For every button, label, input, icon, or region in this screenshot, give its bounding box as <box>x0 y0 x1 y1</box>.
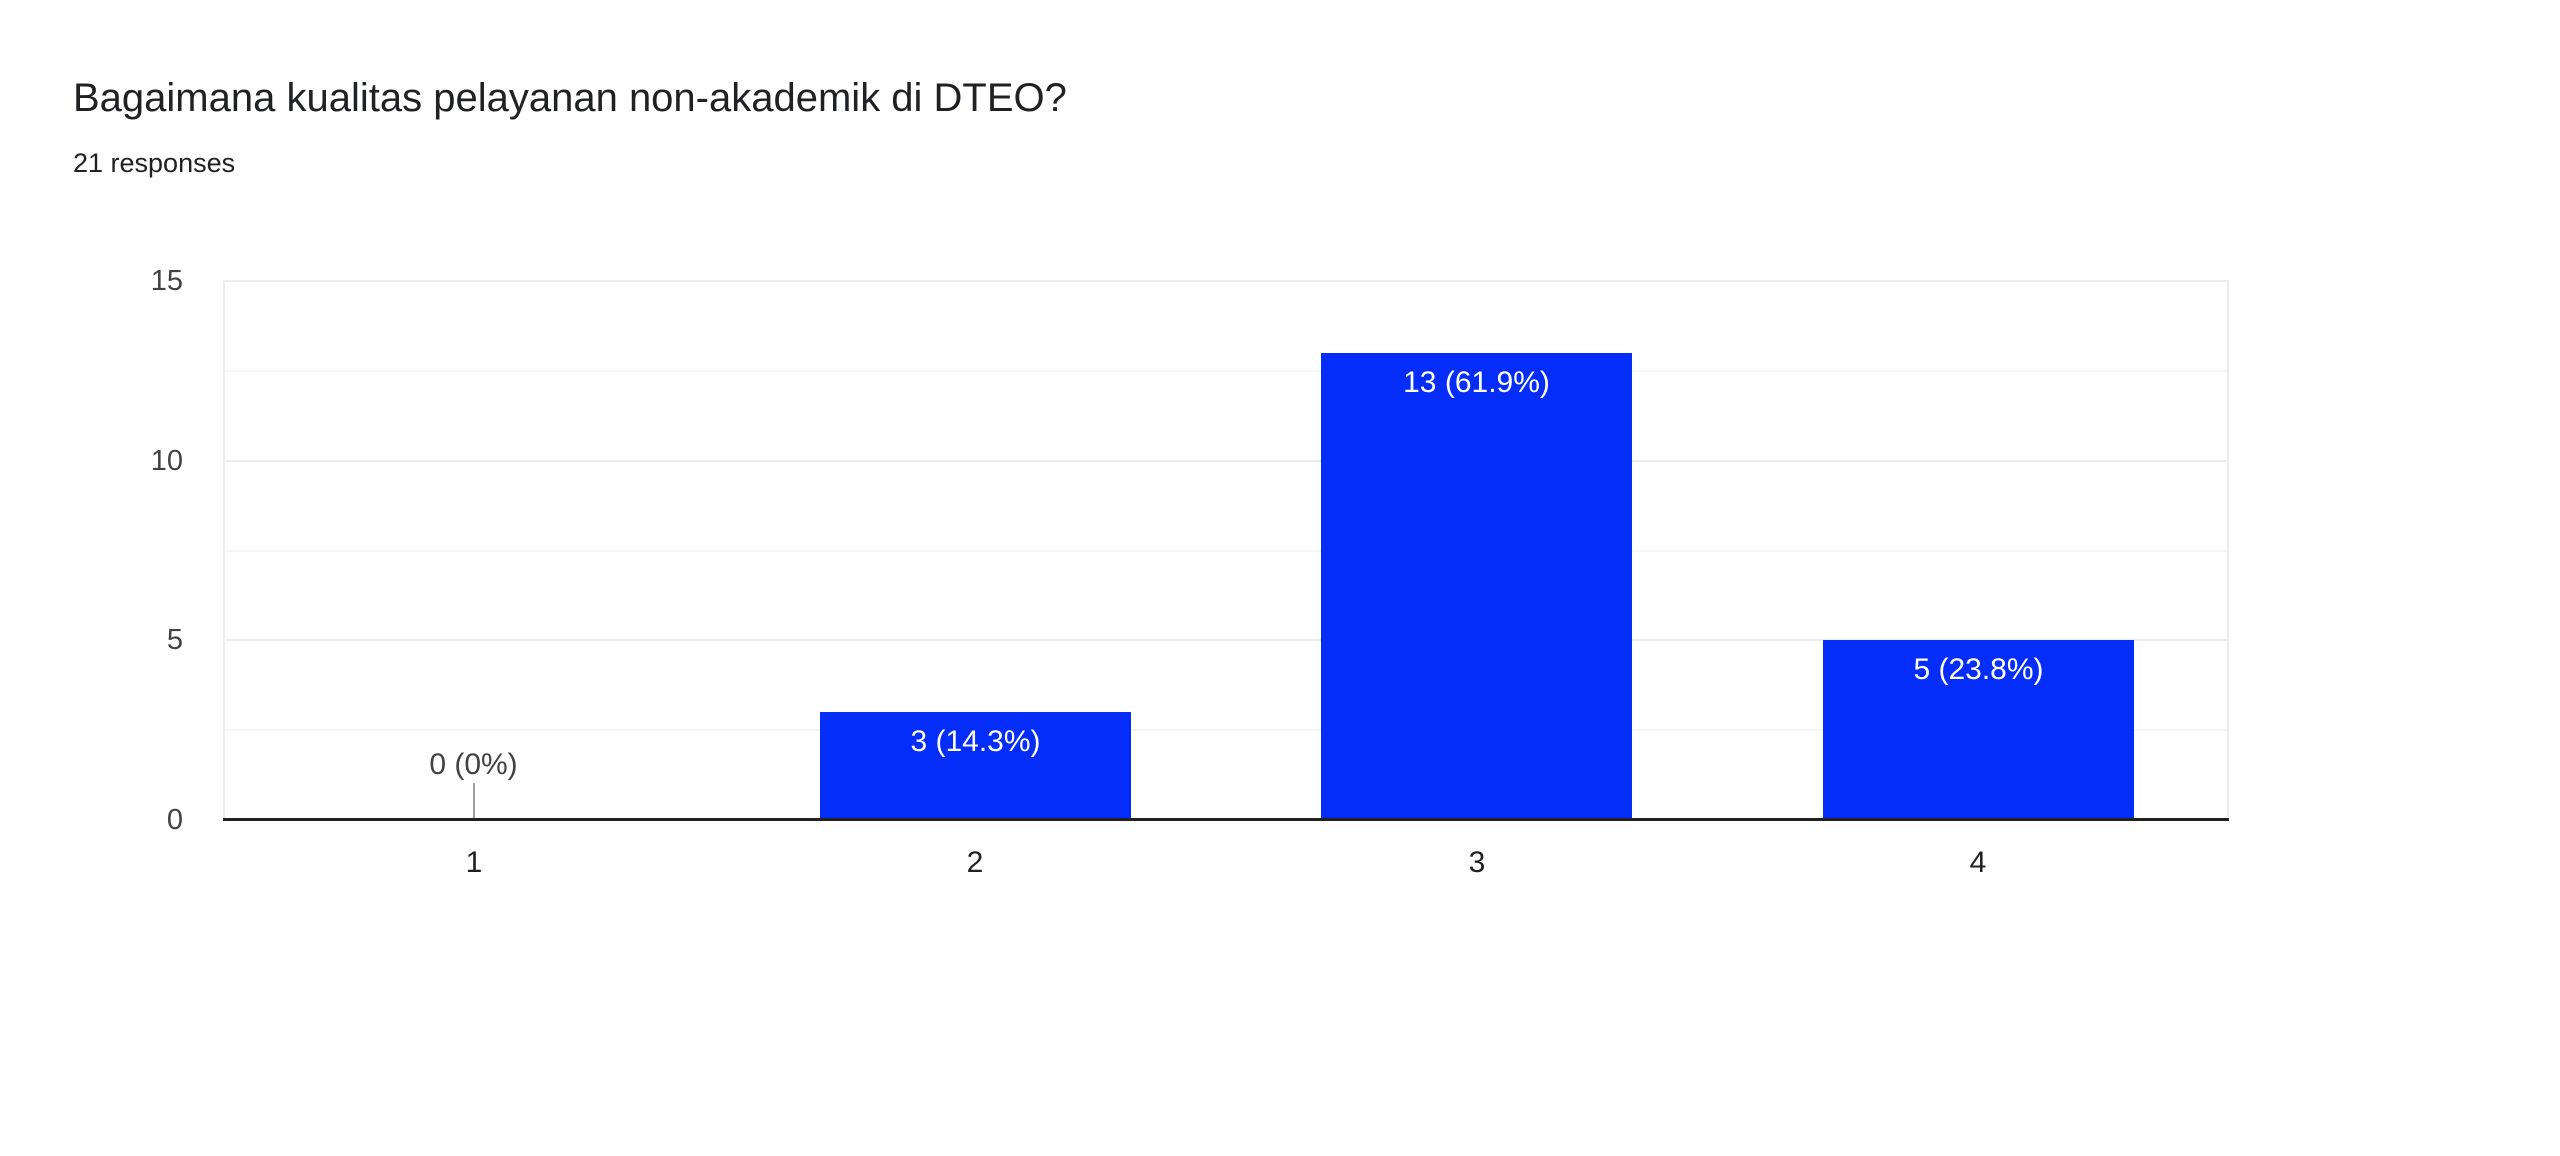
gridline <box>223 729 2229 731</box>
gridline <box>223 370 2229 372</box>
bar-value-label: 13 (61.9%) <box>1403 366 1550 399</box>
bar-category-2[interactable] <box>820 712 1131 820</box>
x-axis-tick-label: 1 <box>465 846 483 879</box>
x-axis-tick-label: 3 <box>1468 846 1486 879</box>
x-axis-line <box>223 818 2229 821</box>
plot-border <box>2227 281 2229 820</box>
gridline <box>223 280 2229 282</box>
bar-value-label: 0 (0%) <box>429 748 518 781</box>
y-axis-tick-label: 10 <box>150 445 183 477</box>
y-axis-tick-label: 15 <box>150 265 183 297</box>
y-axis-tick-label: 0 <box>166 804 183 836</box>
bar-value-label: 3 (14.3%) <box>910 725 1041 758</box>
x-axis-tick-label: 4 <box>1969 846 1987 879</box>
gridline <box>223 550 2229 552</box>
bar-value-label: 5 (23.8%) <box>1913 653 2044 686</box>
response-count: 21 responses <box>73 148 236 178</box>
zero-value-tick <box>473 783 475 818</box>
question-title: Bagaimana kualitas pelayanan non-akademi… <box>73 76 1067 120</box>
bar-category-3[interactable] <box>1321 353 1632 820</box>
bar-category-4[interactable] <box>1823 640 2134 820</box>
plot-border <box>223 281 225 820</box>
gridline <box>223 460 2229 462</box>
x-axis-tick-label: 2 <box>966 846 984 879</box>
y-axis-tick-label: 5 <box>166 624 183 656</box>
gridline <box>223 639 2229 641</box>
